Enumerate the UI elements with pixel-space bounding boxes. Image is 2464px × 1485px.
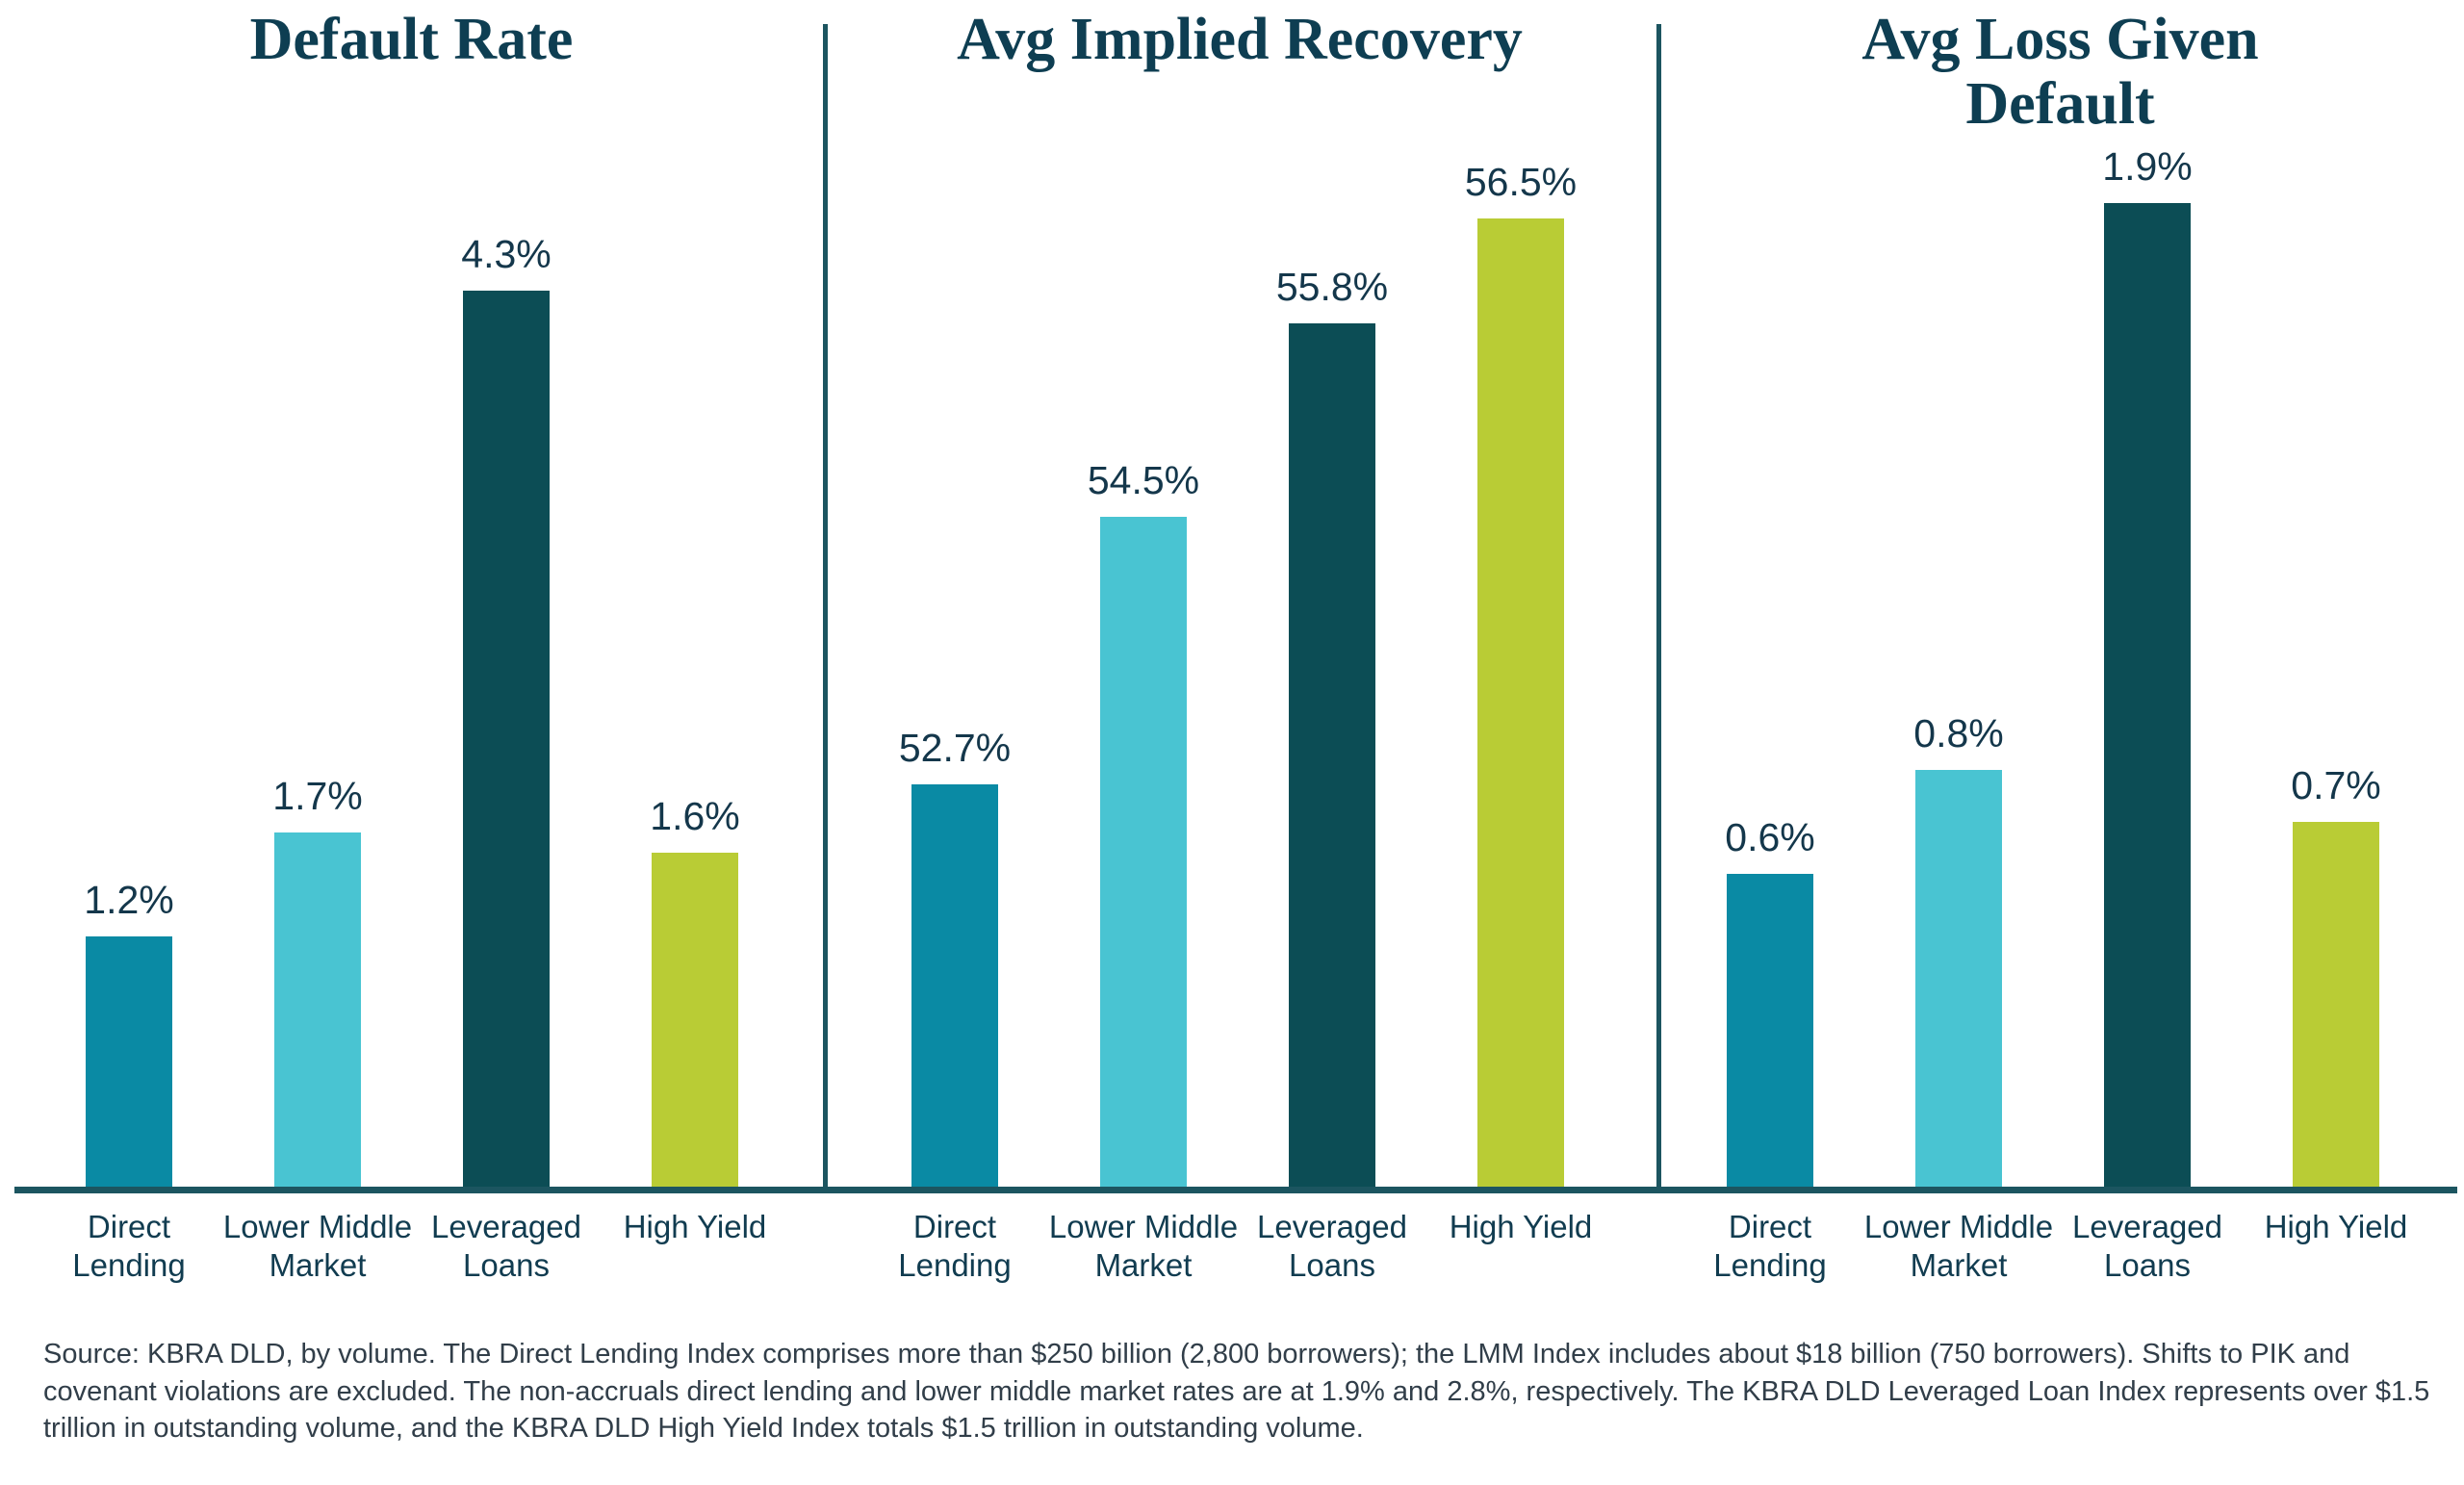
panel-title: Avg Loss Given Default bbox=[1861, 7, 2259, 137]
bar-high-yield bbox=[2293, 822, 2379, 1187]
value-label: 4.3% bbox=[461, 232, 552, 276]
bar-group-leveraged-loans: 55.8% bbox=[1231, 144, 1433, 1187]
plot-area: 1.2% 1.7% 4.3% 1.6% bbox=[0, 144, 823, 1187]
bar-group-high-yield: 56.5% bbox=[1420, 144, 1622, 1187]
category-label-high-yield: High Yield bbox=[623, 1209, 767, 1244]
value-label: 55.8% bbox=[1275, 265, 1389, 309]
bar-group-high-yield: 1.6% bbox=[594, 144, 796, 1187]
panel-avg-loss-given-default: Avg Loss Given Default 0.6% 0.8% 1.9% 0.7% Di… bbox=[1656, 0, 2464, 1485]
bar-direct-lending bbox=[86, 936, 172, 1187]
bar-group-lower-middle-market: 54.5% bbox=[1042, 144, 1245, 1187]
value-label: 0.8% bbox=[1913, 711, 2004, 755]
panel-default-rate: Default Rate 1.2% 1.7% 4.3% 1.6% Direct Lendi… bbox=[0, 0, 823, 1485]
value-label: 54.5% bbox=[1087, 458, 1200, 502]
bar-lower-middle-market bbox=[1915, 770, 2002, 1187]
source-note: Source: KBRA DLD, by volume. The Direct … bbox=[43, 1339, 2430, 1445]
panel-avg-implied-recovery: Avg Implied Recovery 52.7% 54.5% 55.8% 56.5%… bbox=[823, 0, 1656, 1485]
bar-group-high-yield: 0.7% bbox=[2235, 144, 2437, 1187]
value-label: 56.5% bbox=[1464, 160, 1578, 204]
bar-high-yield bbox=[652, 853, 738, 1187]
bar-group-direct-lending: 52.7% bbox=[854, 144, 1056, 1187]
value-label: 0.6% bbox=[1725, 815, 1815, 859]
bar-group-direct-lending: 1.2% bbox=[28, 144, 230, 1187]
category-label-direct-lending: Direct Lending bbox=[72, 1209, 186, 1284]
bar-direct-lending bbox=[911, 784, 998, 1187]
bar-group-leveraged-loans: 1.9% bbox=[2046, 144, 2248, 1187]
bar-group-leveraged-loans: 4.3% bbox=[405, 144, 607, 1187]
category-label-lower-middle-market: Lower Middle Market bbox=[1863, 1209, 2054, 1284]
category-label-high-yield: High Yield bbox=[2264, 1209, 2408, 1244]
value-label: 1.9% bbox=[2102, 144, 2193, 189]
plot-area: 52.7% 54.5% 55.8% 56.5% bbox=[823, 144, 1656, 1187]
panel-divider-2 bbox=[1656, 24, 1661, 1187]
category-label-leveraged-loans: Leveraged Loans bbox=[1257, 1209, 1407, 1284]
panel-title: Avg Implied Recovery bbox=[957, 7, 1523, 72]
category-label-leveraged-loans: Leveraged Loans bbox=[431, 1209, 581, 1284]
bar-leveraged-loans bbox=[1289, 323, 1375, 1187]
category-label-lower-middle-market: Lower Middle Market bbox=[222, 1209, 413, 1284]
plot-area: 0.6% 0.8% 1.9% 0.7% bbox=[1656, 144, 2464, 1187]
value-label: 0.7% bbox=[2291, 763, 2381, 807]
bar-direct-lending bbox=[1727, 874, 1813, 1187]
bar-group-lower-middle-market: 1.7% bbox=[217, 144, 419, 1187]
category-label-high-yield: High Yield bbox=[1449, 1209, 1593, 1244]
value-label: 1.6% bbox=[650, 794, 740, 838]
value-label: 52.7% bbox=[898, 726, 1012, 770]
bar-group-direct-lending: 0.6% bbox=[1669, 144, 1871, 1187]
panel-divider-1 bbox=[823, 24, 828, 1187]
category-label-leveraged-loans: Leveraged Loans bbox=[2072, 1209, 2222, 1284]
panel-title: Default Rate bbox=[249, 7, 574, 72]
bar-lower-middle-market bbox=[274, 832, 361, 1187]
bar-leveraged-loans bbox=[463, 291, 550, 1187]
bar-lower-middle-market bbox=[1100, 517, 1187, 1187]
category-label-direct-lending: Direct Lending bbox=[898, 1209, 1012, 1284]
value-label: 1.2% bbox=[84, 878, 174, 922]
category-label-direct-lending: Direct Lending bbox=[1713, 1209, 1827, 1284]
category-label-lower-middle-market: Lower Middle Market bbox=[1048, 1209, 1239, 1284]
bar-high-yield bbox=[1477, 218, 1564, 1187]
x-axis-line bbox=[14, 1187, 2457, 1193]
bar-leveraged-loans bbox=[2104, 203, 2191, 1187]
bar-group-lower-middle-market: 0.8% bbox=[1858, 144, 2060, 1187]
value-label: 1.7% bbox=[272, 774, 363, 818]
